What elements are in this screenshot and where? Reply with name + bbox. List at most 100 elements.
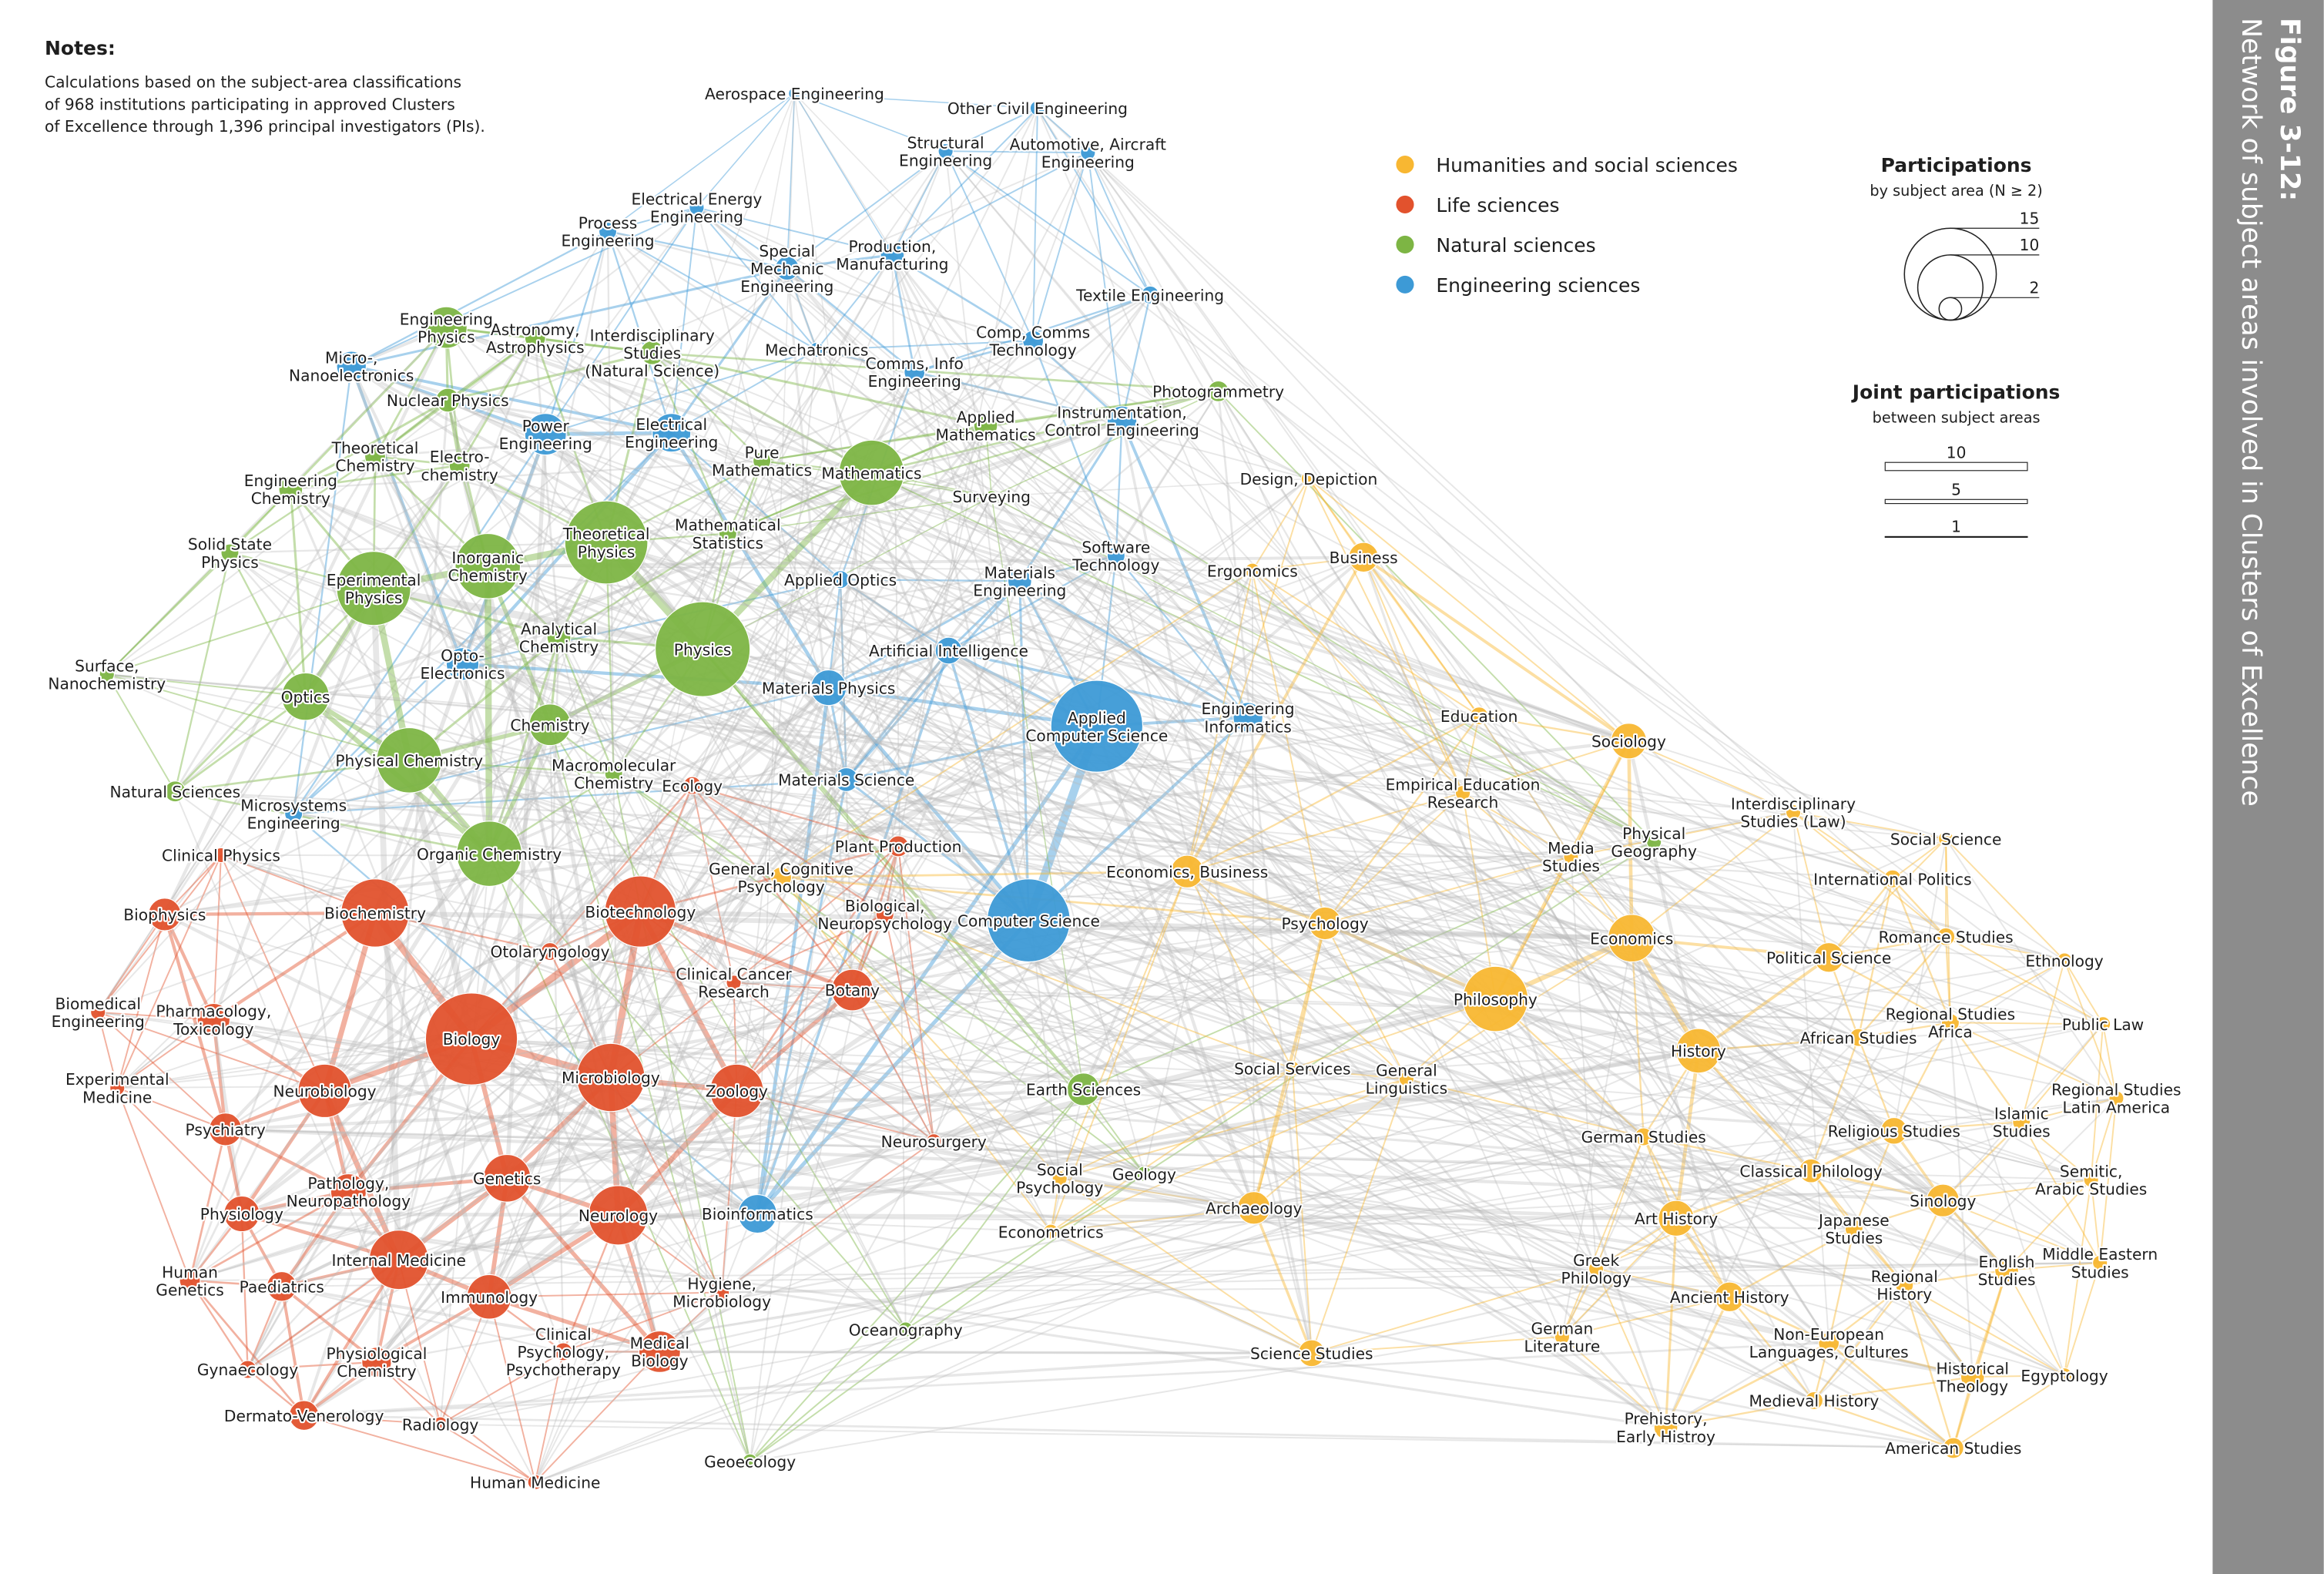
edge (817, 349, 1310, 480)
edge (229, 455, 376, 554)
node (1050, 680, 1144, 773)
edge (1462, 740, 1629, 794)
node (1300, 471, 1317, 487)
edge (786, 93, 796, 269)
edge (290, 464, 460, 491)
edge (1904, 1269, 2007, 1287)
edge (1697, 1049, 1813, 1172)
edge (174, 455, 377, 792)
node (726, 975, 742, 991)
edge (290, 488, 1943, 1202)
edge (1561, 1268, 1598, 1337)
edge (375, 400, 449, 1363)
node-label: Education (1440, 707, 1518, 726)
edge (733, 725, 1098, 984)
edge (846, 778, 1496, 1001)
edge (1253, 1207, 1313, 1354)
edge (817, 349, 1122, 422)
edge (1406, 1078, 1954, 1449)
edge (1561, 1050, 1699, 1337)
edge (933, 1089, 1084, 1143)
node-label: Empirical Education Research (1386, 775, 1541, 811)
edge (163, 914, 227, 1130)
edge (1032, 152, 1089, 341)
edge (840, 579, 950, 652)
edge (659, 1350, 1312, 1355)
edge (324, 1089, 1974, 1378)
node-label: Earth Sciences (1026, 1081, 1141, 1099)
edge (651, 351, 873, 475)
edge (458, 337, 536, 466)
edge (727, 371, 915, 535)
edge (462, 662, 829, 690)
edge (303, 911, 642, 1417)
node-label: English Studies (1978, 1253, 2036, 1289)
edge (549, 951, 1407, 1080)
edge (534, 425, 987, 1483)
edge (293, 569, 1253, 815)
edge (736, 1089, 1974, 1378)
node (1942, 1437, 1964, 1459)
node (1140, 285, 1160, 304)
edge (189, 1280, 305, 1417)
edge (827, 686, 1031, 922)
edge (1406, 1078, 1644, 1138)
edge (891, 253, 1678, 1220)
edge (780, 478, 1310, 878)
edge (106, 433, 546, 676)
edge (652, 352, 1571, 857)
node (1883, 869, 1903, 888)
node-label: Dermato-Venerology (224, 1407, 384, 1425)
edge (1096, 725, 2065, 962)
edge (175, 790, 1893, 880)
edge (652, 351, 986, 427)
edge (1310, 1079, 1407, 1354)
edge (488, 853, 907, 1331)
edge (535, 337, 1629, 743)
edge (175, 790, 490, 855)
edge (323, 723, 552, 1092)
edge (373, 587, 1815, 1401)
node (2108, 1090, 2124, 1106)
edge (409, 759, 2091, 1181)
edge (350, 365, 1655, 843)
node-label: Software Technology (1071, 539, 1159, 575)
edge (1032, 340, 1310, 480)
node-label: Ergonomics (1207, 562, 1298, 580)
node-label: Islamic Studies (1993, 1104, 2051, 1140)
edge (1570, 740, 1630, 857)
node-label: Egyptology (2021, 1367, 2108, 1385)
node-label: Internal Medicine (332, 1251, 466, 1270)
edge (1462, 792, 1829, 1344)
edge (303, 1351, 1312, 1417)
node (1895, 1275, 1914, 1294)
edge (374, 455, 738, 1092)
edge (639, 911, 1145, 1175)
edge (891, 107, 1038, 256)
edge (2102, 1024, 2118, 1099)
edge (914, 371, 1122, 422)
node-label: Organic Chemistry (417, 845, 562, 864)
edge (548, 724, 565, 1352)
edge (905, 1136, 1644, 1331)
edge (1698, 1036, 1859, 1052)
edge (607, 230, 1034, 342)
edge (1037, 107, 1151, 296)
node (1554, 1329, 1571, 1345)
edge (985, 425, 1655, 843)
node (838, 439, 905, 506)
edge (406, 759, 475, 1040)
legend-swatch (1396, 235, 1414, 253)
edge (780, 877, 1061, 1180)
node (278, 476, 303, 502)
edge (374, 431, 672, 458)
edge (445, 325, 1630, 743)
edge (605, 542, 2065, 962)
edge (1628, 740, 1794, 814)
edge (293, 565, 489, 814)
edge (659, 1136, 1644, 1353)
node-label: Paediatrics (240, 1277, 324, 1296)
edge (324, 686, 830, 1092)
edge (1095, 725, 1974, 1378)
